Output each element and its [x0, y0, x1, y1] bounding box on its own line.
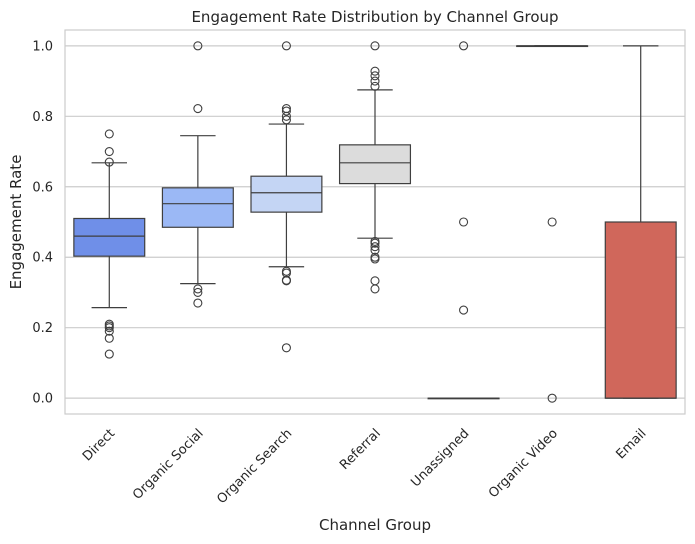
box-organic-search: [250, 41, 323, 353]
outlier-point: [104, 326, 114, 336]
outlier-point: [370, 81, 380, 91]
y-tick-label: 0.8: [32, 110, 53, 125]
x-tick-labels: Direct Organic Social Organic Search Referr…: [80, 426, 650, 507]
outlier-point: [281, 115, 291, 125]
x-tick-label: Organic Search: [214, 426, 295, 507]
outlier-point: [193, 287, 203, 298]
outlier-point: [370, 276, 380, 286]
x-tick-label: Unassigned: [408, 426, 472, 490]
outlier-point: [370, 284, 380, 294]
plot-frame: [64, 29, 686, 415]
outlier-point: [459, 305, 469, 315]
box-body: [161, 187, 234, 228]
box-body: [250, 175, 323, 213]
x-tick-label: Organic Video: [486, 426, 561, 501]
x-axis-label: Channel Group: [319, 516, 431, 534]
box-email: [604, 45, 677, 399]
outlier-point: [370, 245, 380, 255]
box-body: [338, 144, 412, 185]
x-tick-label: Email: [613, 426, 649, 462]
outlier-point: [281, 266, 291, 276]
box-unassigned: [427, 41, 500, 400]
outlier-point: [370, 41, 380, 51]
box-organic-video: [516, 45, 589, 403]
outlier-point: [370, 66, 380, 76]
outlier-point: [547, 217, 557, 227]
y-tick-labels: 0.0 0.2 0.4 0.6 0.8 1.0: [32, 39, 53, 406]
outlier-point: [547, 393, 557, 403]
outlier-point: [104, 323, 114, 333]
x-tick-label: Direct: [80, 426, 118, 464]
outlier-point: [193, 41, 203, 51]
y-tick-label: 1.0: [32, 39, 53, 54]
outlier-point: [281, 343, 291, 353]
y-axis-label: Engagement Rate: [7, 155, 25, 290]
y-tick-label: 0.4: [32, 251, 53, 266]
outlier-point: [370, 76, 380, 86]
y-tick-label: 0.2: [32, 321, 53, 336]
outlier-point: [104, 333, 114, 343]
y-tick-label: 0.0: [32, 392, 53, 407]
outlier-point: [281, 106, 291, 116]
box-referral: [338, 41, 412, 294]
y-tick-label: 0.6: [32, 180, 53, 195]
outlier-point: [104, 349, 114, 359]
box-body: [604, 221, 677, 399]
outlier-point: [104, 157, 114, 167]
outlier-point: [281, 276, 291, 286]
box-direct: [73, 129, 146, 359]
x-tick-label: Referral: [337, 426, 384, 473]
outlier-point: [193, 104, 203, 114]
outlier-point: [459, 217, 469, 227]
box-series: [73, 41, 677, 403]
box-body: [73, 217, 146, 257]
outlier-point: [370, 254, 380, 264]
x-tick-label: Organic Social: [130, 426, 207, 503]
outlier-point: [370, 71, 380, 81]
outlier-point: [281, 111, 291, 121]
outlier-point: [370, 242, 380, 252]
outlier-point: [459, 41, 469, 51]
outlier-point: [193, 298, 203, 308]
chart-title: Engagement Rate Distribution by Channel …: [191, 8, 558, 26]
outlier-point: [193, 284, 203, 294]
box-organic-social: [161, 41, 234, 308]
outlier-point: [281, 41, 291, 51]
outlier-point: [104, 146, 114, 157]
outlier-point: [104, 129, 114, 139]
outlier-point: [370, 238, 380, 248]
